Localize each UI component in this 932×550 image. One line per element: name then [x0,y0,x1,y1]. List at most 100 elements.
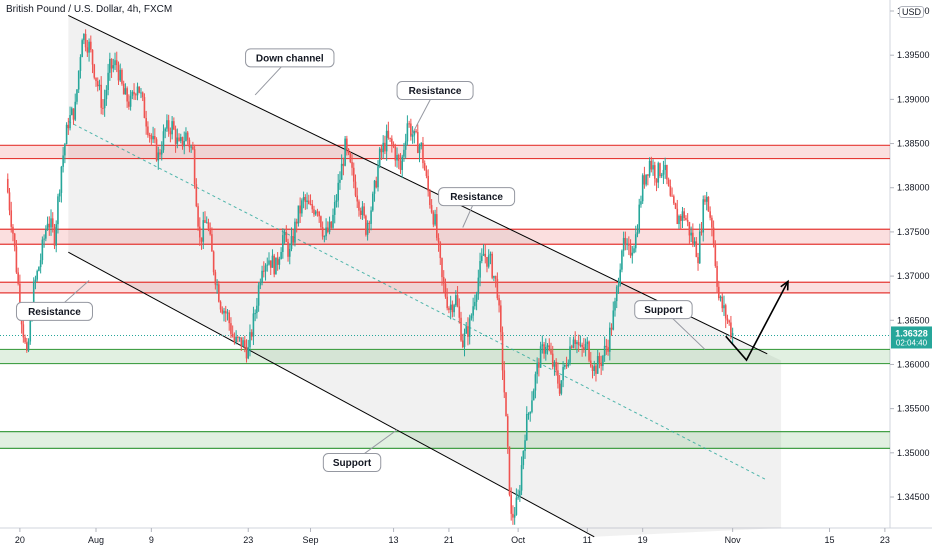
candle-body [57,196,59,225]
candle-body [100,84,102,108]
candle-body [633,248,635,253]
candle-body [197,206,199,227]
candle-body [434,214,436,225]
candle-body [179,137,182,141]
y-tick-label: 1.37500 [897,227,930,237]
candle-body [643,175,646,185]
candle-body [370,210,372,224]
x-tick-label: 23 [880,535,890,545]
candle-body [418,146,421,153]
candle-body [15,246,18,273]
y-tick-label: 1.38500 [897,139,930,149]
y-tick-label: 1.36500 [897,315,930,325]
currency-badge[interactable]: USD [898,6,924,18]
candle-body [314,211,317,215]
candle-body [394,146,397,161]
candle-body [103,99,106,109]
candle-body [698,231,701,264]
candle-body [609,327,611,352]
candle-body [508,446,511,495]
candle-body [524,440,526,452]
candle-body [359,210,362,215]
candle-body [467,326,469,337]
candle-body [202,220,205,242]
candle-body [441,258,443,278]
candle-body [503,370,506,393]
candle-body [297,205,300,224]
candle-body [614,301,616,311]
candle-body [29,319,32,342]
x-tick-label: Nov [725,535,742,545]
candle-body [711,217,713,228]
candle-body [294,221,296,243]
candle-body [408,123,410,125]
candle-body [171,121,173,135]
candle-body [219,301,222,310]
candle-body [577,342,580,346]
callout: Resistance [438,187,516,228]
y-tick-label: 1.36000 [897,359,930,369]
candle-body [74,101,77,120]
candle-body [449,304,452,310]
resistance-zone [0,145,890,159]
candle-body [330,221,333,228]
candle-body [527,413,530,415]
candle-body [311,204,314,210]
candle-body [32,281,35,316]
candle-body [117,65,120,81]
candle-body [531,400,533,412]
candle-body [223,310,225,314]
candle-body [304,197,307,202]
candle-body [39,260,42,268]
candle-body [474,301,476,307]
candle-body [216,284,218,286]
candle-body [444,283,447,297]
candle-body [93,64,96,78]
candle-body [192,146,194,150]
candle-body [416,132,419,153]
candle-body [287,241,289,257]
candle-body [131,91,134,96]
candle-body [204,220,206,223]
candle-body [238,337,241,339]
candle-body [640,201,642,205]
candle-body [119,69,122,81]
candle-body [446,296,448,309]
candle-body [681,211,684,221]
candle-body [167,120,170,132]
callout-box [396,81,474,101]
candle-body [24,337,26,343]
candle-body [316,211,319,213]
candle-body [224,310,227,314]
candle-body [422,142,424,164]
candle-body [430,205,433,213]
candle-body [41,239,44,261]
candle-body [207,222,210,229]
candle-body [593,365,596,371]
candle-body [709,211,711,218]
candle-body [493,275,495,278]
candle-body [124,88,127,95]
candle-body [84,33,87,48]
candle-body [460,317,462,341]
candle-body [693,241,696,244]
candle-body [363,206,365,216]
candle-body [22,324,25,338]
candle-body [415,130,417,133]
candle-body [546,345,549,347]
candle-body [570,346,573,348]
candle-body [719,296,722,299]
candle-body [134,94,137,96]
callout: Resistance [15,280,93,321]
candle-body [183,141,186,147]
candles [6,29,734,525]
candle-body [72,108,75,120]
candle-body [257,285,260,306]
candle-body [34,279,37,282]
candle-body [517,496,519,498]
candle-body [373,180,376,194]
candle-body [226,312,229,314]
candle-body [496,278,499,299]
candle-body [461,340,464,348]
candle-body [384,142,386,152]
